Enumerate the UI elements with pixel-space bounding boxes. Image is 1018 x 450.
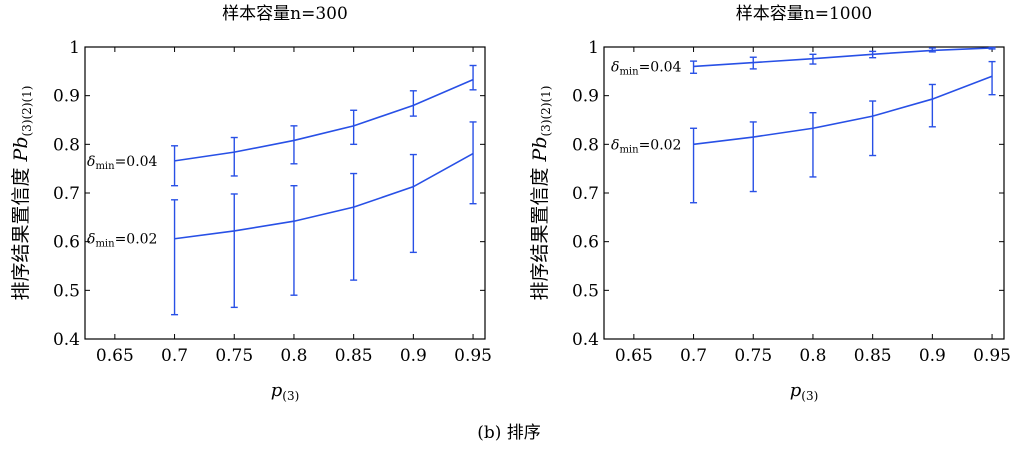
y-tick-label: 1 [588, 38, 599, 58]
series-line [174, 152, 474, 240]
x-tick-label: 0.75 [734, 346, 772, 366]
series-label: δmin=0.02 [611, 137, 681, 155]
x-tick-label: 0.65 [96, 346, 134, 366]
x-tick-label: 0.8 [280, 346, 307, 366]
x-axis-label: p(3) [790, 380, 819, 403]
x-tick-label: 0.7 [680, 346, 707, 366]
x-tick-label: 0.7 [161, 346, 188, 366]
series-label: δmin=0.04 [87, 154, 158, 172]
y-tick-label: 0.8 [572, 135, 599, 155]
series-delta-0-02: δmin=0.02 [611, 60, 996, 204]
y-tick-label: 0.4 [572, 330, 599, 350]
y-axis-label: 排序结果置信度 Pb(3)(2)(1) [529, 86, 553, 301]
y-tick-label: 0.9 [572, 87, 599, 107]
x-tick-label: 0.65 [615, 346, 653, 366]
series-delta-0-02: δmin=0.02 [87, 121, 477, 316]
y-tick-label: 0.7 [53, 184, 80, 204]
y-tick-label: 0.9 [53, 87, 80, 107]
series-line [174, 78, 474, 162]
series-label: δmin=0.04 [611, 59, 682, 77]
chart-title: 样本容量n=300 [222, 4, 348, 24]
series-line [693, 75, 993, 146]
series-line [693, 47, 993, 68]
x-axis-label: p(3) [271, 380, 300, 403]
x-tick-label: 0.9 [400, 346, 427, 366]
y-tick-label: 0.6 [53, 233, 80, 253]
y-tick-label: 1 [69, 38, 80, 58]
series-delta-0-04: δmin=0.04 [87, 64, 477, 187]
y-tick-label: 0.5 [572, 281, 599, 301]
chart-panel-right: 样本容量n=1000 0.65 0.7 0.75 0.8 0.85 0.9 0.95 0.4 0.… [529, 4, 1011, 403]
x-tick-label: 0.8 [799, 346, 826, 366]
figure: 样本容量n=300 0.65 0.7 0.75 0.8 0.85 0.9 0.95 0.4 0.5… [10, 4, 1011, 403]
y-tick-label: 0.8 [53, 135, 80, 155]
x-tick-label: 0.9 [919, 346, 946, 366]
x-tick-label: 0.95 [454, 346, 492, 366]
plot-frame [603, 46, 1005, 340]
x-tick-label: 0.85 [854, 346, 892, 366]
y-tick-label: 0.5 [53, 281, 80, 301]
chart-title: 样本容量n=1000 [736, 4, 872, 24]
x-tick-label: 0.95 [973, 346, 1011, 366]
y-tick-label: 0.6 [572, 233, 599, 253]
figure-caption: (b) 排序 [477, 423, 541, 443]
y-axis-label: 排序结果置信度 Pb(3)(2)(1) [10, 86, 34, 301]
plot-frame [84, 46, 486, 340]
series-label: δmin=0.02 [87, 232, 157, 250]
y-tick-label: 0.4 [53, 330, 80, 350]
series-delta-0-04: δmin=0.04 [611, 46, 996, 77]
x-tick-label: 0.85 [335, 346, 373, 366]
y-tick-label: 0.7 [572, 184, 599, 204]
chart-panel-left: 样本容量n=300 0.65 0.7 0.75 0.8 0.85 0.9 0.95 0.4 0.5… [10, 4, 492, 403]
x-tick-label: 0.75 [215, 346, 253, 366]
